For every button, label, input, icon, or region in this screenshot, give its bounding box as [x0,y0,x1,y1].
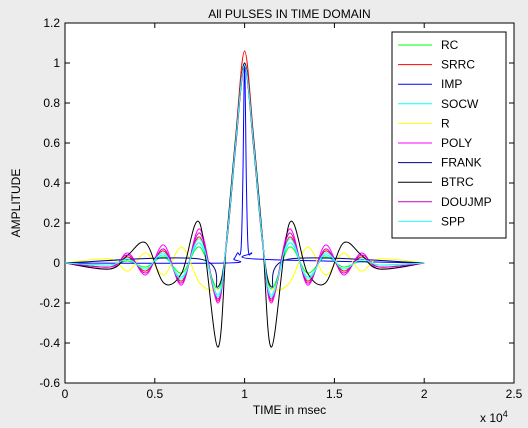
x-tick-label: 0 [62,387,69,401]
x-tick-label: 1 [241,387,248,401]
y-tick-label: 1 [53,56,60,70]
legend: RC SRRC IMP SOCW R POLY FRANK BTRC DOUJMP SPP [391,31,507,239]
legend-box [391,31,507,239]
x-tick-label: 2.5 [506,387,523,401]
legend-label: BTRC [441,175,474,189]
y-tick-label: 0.6 [43,136,60,150]
legend-label: SOCW [441,97,479,111]
legend-label: SPP [441,214,465,228]
legend-label: R [441,116,450,130]
x-axis-ticks: 0 0.5 1 1.5 2 2.5 [62,23,523,401]
series-line-spp [64,64,425,298]
legend-label: POLY [441,136,472,150]
y-tick-label: 1.2 [43,16,60,30]
series-line-btrc [64,62,425,348]
y-tick-label: -0.2 [39,296,60,310]
y-tick-label: 0.4 [43,176,60,190]
x-axis-label: TIME in msec [253,403,326,417]
y-tick-label: 0 [53,256,60,270]
legend-label: IMP [441,77,462,91]
y-tick-label: 0.8 [43,96,60,110]
y-axis-ticks: -0.6 -0.4 -0.2 0 0.2 0.4 0.6 0.8 1 1.2 [39,16,514,390]
x-exponent-base: x 10 [480,411,503,425]
legend-label: RC [441,38,459,52]
chart-title: All PULSES IN TIME DOMAIN [208,7,370,21]
legend-label: FRANK [441,156,482,170]
series-lines [64,50,425,348]
x-tick-label: 2 [421,387,428,401]
x-exponent-power: 4 [503,409,508,419]
x-tick-label: 0.5 [146,387,163,401]
legend-label: DOUJMP [441,195,492,209]
y-tick-label: -0.6 [39,376,60,390]
series-line-imp [64,64,425,264]
x-tick-label: 1.5 [326,387,343,401]
y-axis-label: AMPLITUDE [9,169,23,238]
series-line-frank [64,66,425,288]
y-tick-label: -0.4 [39,336,60,350]
y-tick-label: 0.2 [43,216,60,230]
legend-label: SRRC [441,58,475,72]
x-axis-exponent: x 104 [480,409,508,425]
